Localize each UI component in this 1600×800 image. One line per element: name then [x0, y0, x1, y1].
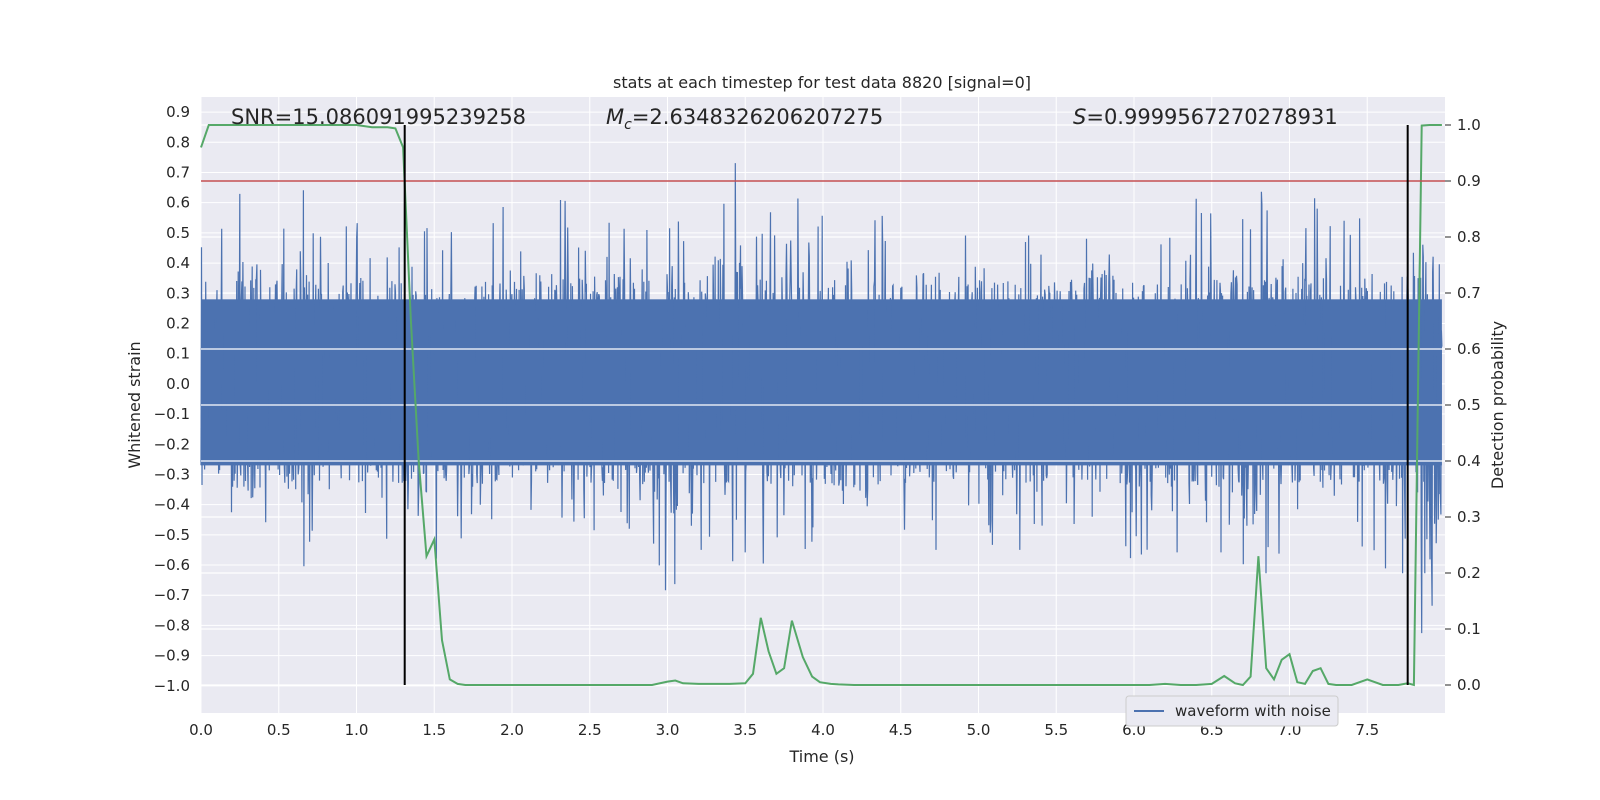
- y-left-tick-label: −0.1: [154, 405, 190, 423]
- y-left-tick-label: −0.6: [154, 556, 190, 574]
- waveform-series: [200, 163, 1445, 634]
- y-right-tick-label: 0.6: [1457, 340, 1481, 358]
- y-right-tick-label: 0.0: [1457, 676, 1481, 694]
- y-left-tick-label: 0.9: [166, 103, 190, 121]
- y-left-tick-label: 0.0: [166, 375, 190, 393]
- chirp-mass-annotation: Mc=2.6348326206207275: [606, 105, 883, 133]
- x-tick-label: 2.0: [500, 721, 524, 739]
- y-left-tick-label: 0.3: [166, 284, 190, 302]
- y-right-tick-label: 0.3: [1457, 508, 1481, 526]
- y-right-tick-label: 0.7: [1457, 284, 1481, 302]
- y-left-tick-label: 0.2: [166, 314, 190, 332]
- x-tick-label: 3.0: [656, 721, 680, 739]
- x-tick-label: 0.0: [189, 721, 213, 739]
- x-tick-label: 5.0: [967, 721, 991, 739]
- y-left-axis-ticks: −1.0 −0.9 −0.8 −0.7 −0.6 −0.5 −0.4 −0.3 −0.2 −0.1…: [154, 103, 190, 695]
- s-annotation: S=0.9999567270278931: [1073, 105, 1338, 129]
- y-left-tick-label: −0.5: [154, 526, 190, 544]
- waveform-line: [200, 163, 1443, 634]
- x-tick-label: 2.5: [578, 721, 602, 739]
- y-left-tick-label: −0.2: [154, 435, 190, 453]
- y-right-axis-ticks: 0.0 0.1 0.2 0.3 0.4 0.5 0.6 0.7 0.8 0.9 1.0: [1445, 116, 1481, 694]
- y-left-tick-label: 0.5: [166, 224, 190, 242]
- legend-box: [1125, 695, 1339, 727]
- y-left-tick-label: −1.0: [154, 677, 190, 695]
- chart-title: stats at each timestep for test data 882…: [613, 73, 1031, 92]
- y-right-tick-label: 1.0: [1457, 116, 1481, 134]
- x-tick-label: 5.5: [1044, 721, 1068, 739]
- probability-series: [200, 124, 1442, 687]
- snr-annotation: SNR=15.086091995239258: [231, 105, 526, 129]
- y-right-tick-label: 0.4: [1457, 452, 1481, 470]
- x-axis-label: Time (s): [788, 747, 854, 766]
- y-left-tick-label: −0.3: [154, 465, 190, 483]
- y-left-tick-label: −0.9: [154, 647, 190, 665]
- x-tick-label: 0.5: [267, 721, 291, 739]
- threshold-and-vlines: [201, 125, 1445, 685]
- x-tick-label: 1.5: [422, 721, 446, 739]
- y-left-tick-label: −0.8: [154, 616, 190, 634]
- probability-line: [200, 124, 1442, 687]
- y-left-tick-label: 0.6: [166, 194, 190, 212]
- y-left-tick-label: 0.4: [166, 254, 190, 272]
- y-right-axis-label: Detection probability: [1488, 321, 1507, 489]
- y-left-tick-label: −0.7: [154, 586, 190, 604]
- y-left-tick-label: 0.1: [166, 345, 190, 363]
- x-tick-label: 1.0: [345, 721, 369, 739]
- y-right-tick-label: 0.1: [1457, 620, 1481, 638]
- y-left-tick-label: −0.4: [154, 496, 190, 514]
- x-tick-label: 4.5: [889, 721, 913, 739]
- legend-label: waveform with noise: [1175, 702, 1331, 720]
- y-left-tick-label: 0.8: [166, 133, 190, 151]
- y-left-axis-label: Whitened strain: [125, 341, 144, 468]
- y-right-tick-label: 0.2: [1457, 564, 1481, 582]
- y-right-tick-label: 0.9: [1457, 172, 1481, 190]
- legend: waveform with noise: [1125, 695, 1339, 727]
- y-left-tick-label: 0.7: [166, 163, 190, 181]
- x-tick-label: 4.0: [811, 721, 835, 739]
- x-tick-label: 7.5: [1355, 721, 1379, 739]
- x-tick-label: 3.5: [733, 721, 757, 739]
- y-right-tick-label: 0.8: [1457, 228, 1481, 246]
- y-right-tick-label: 0.5: [1457, 396, 1481, 414]
